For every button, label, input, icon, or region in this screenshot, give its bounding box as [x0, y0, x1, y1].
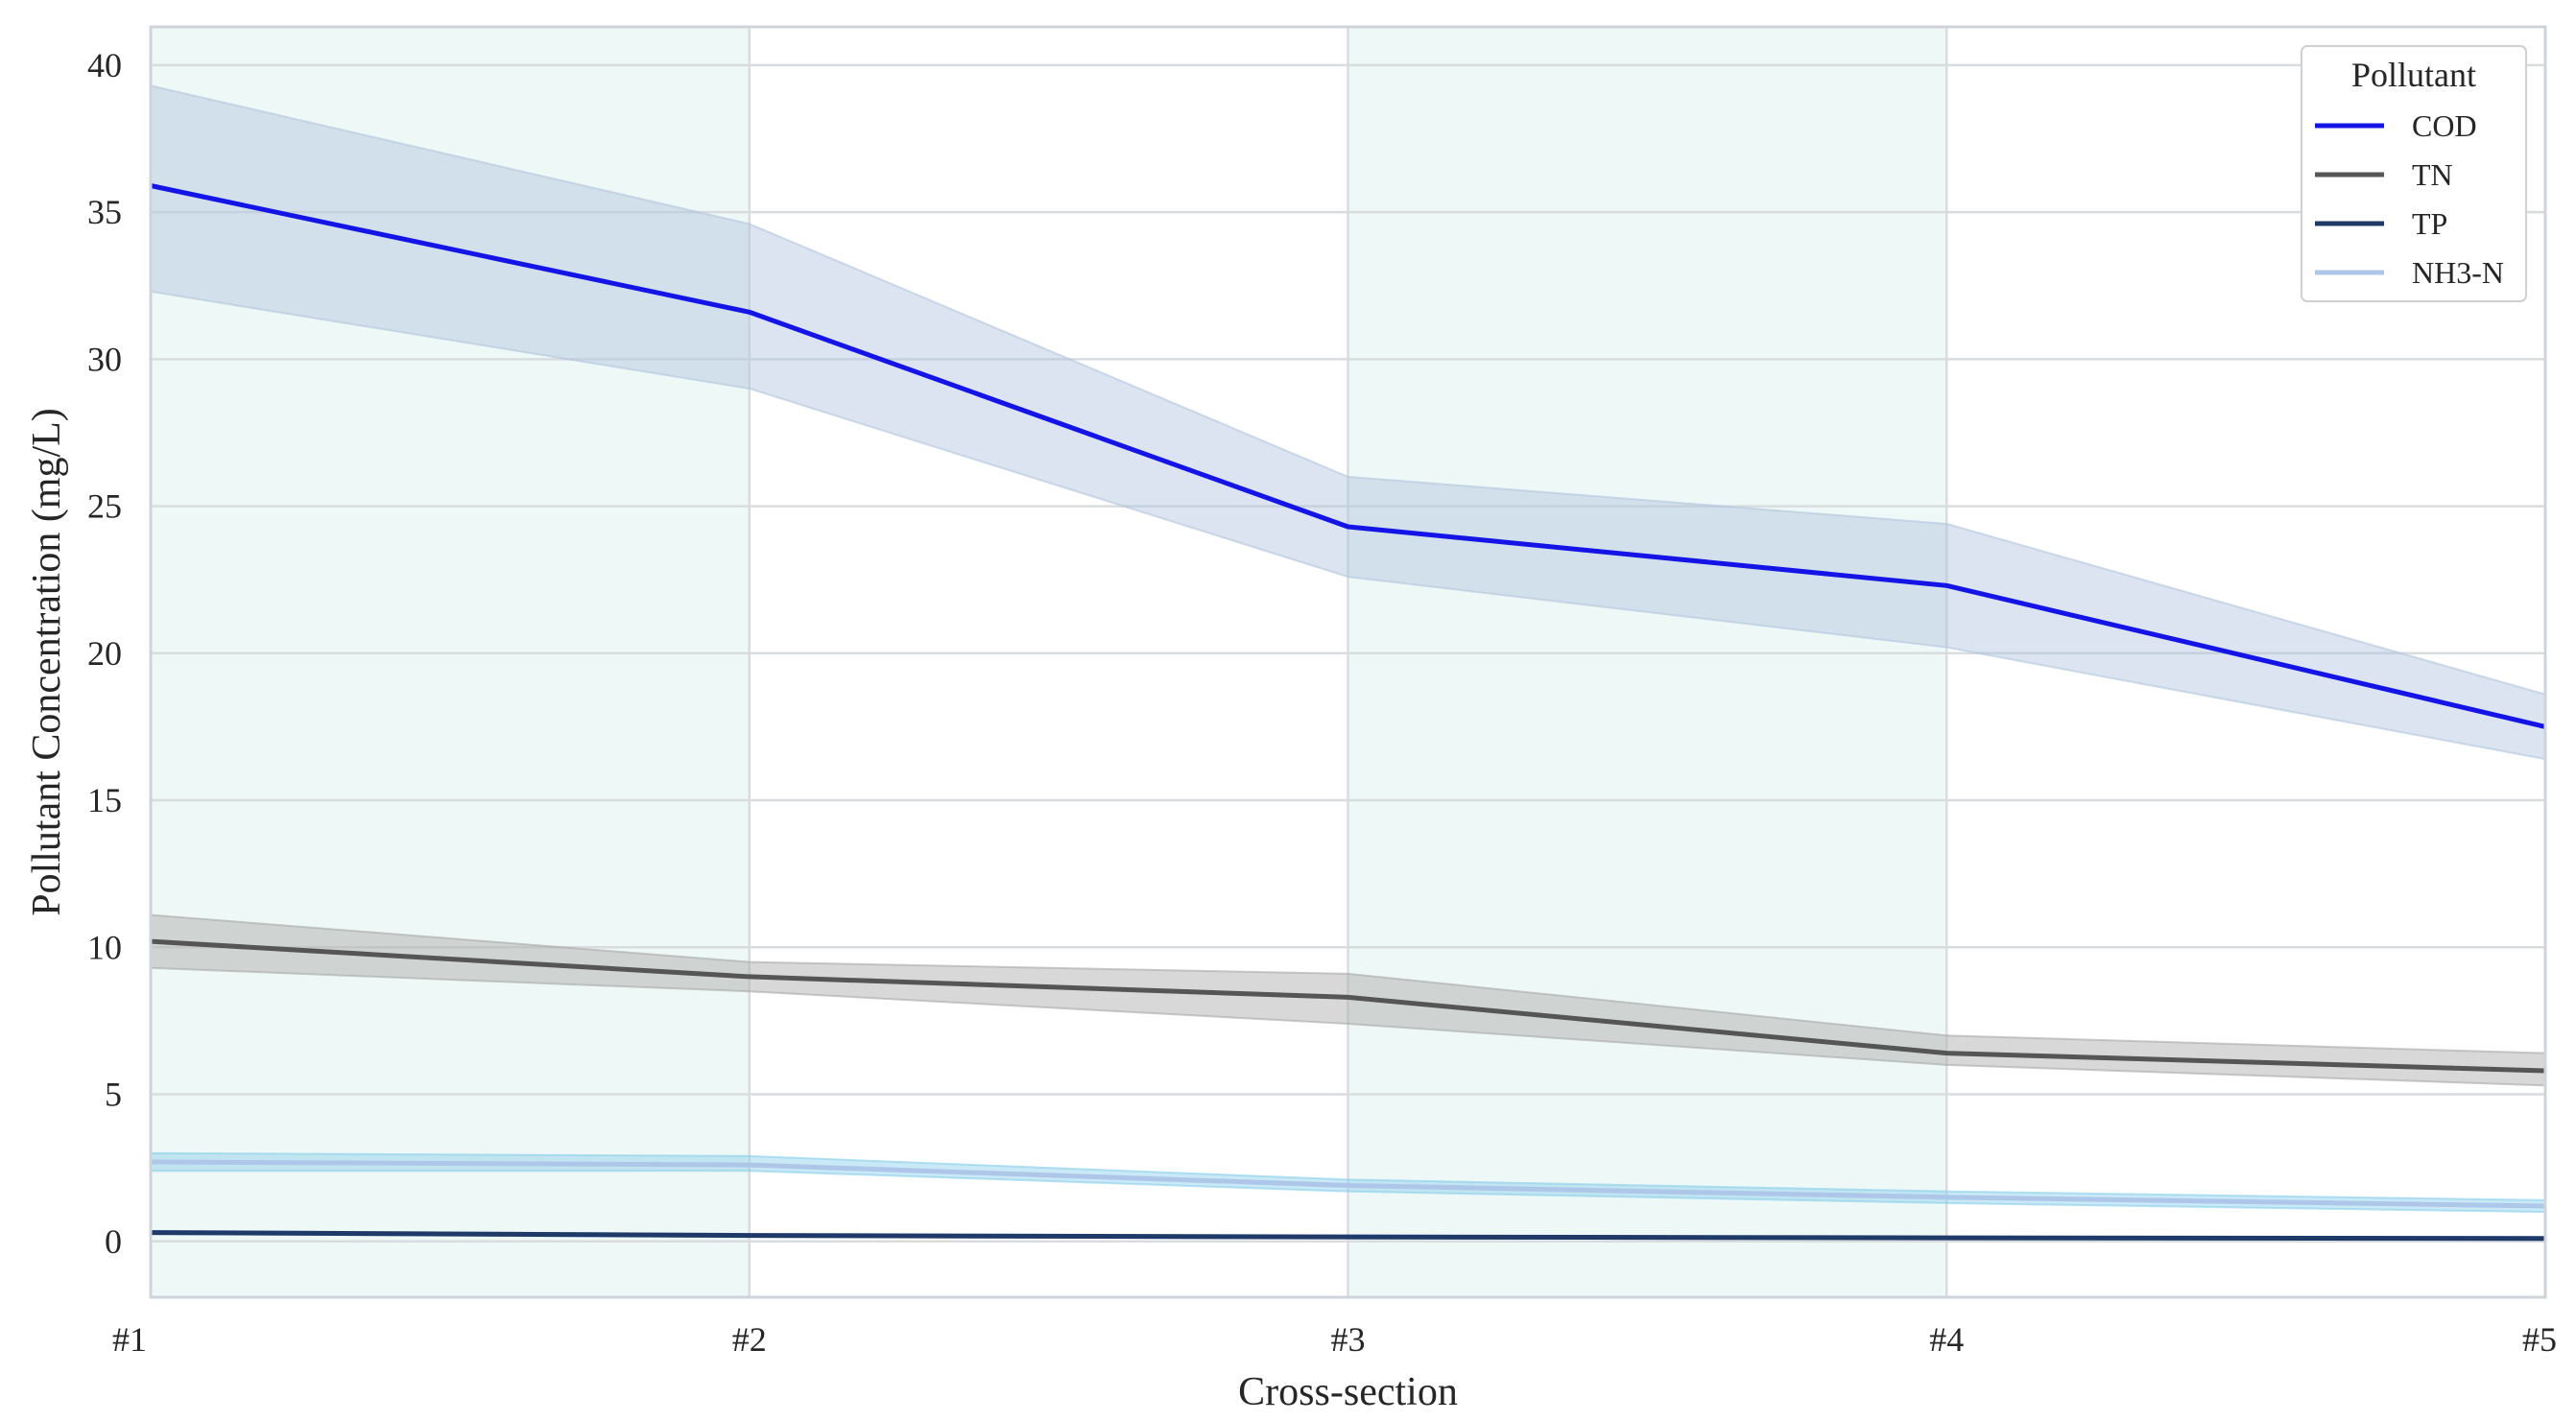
y-tick-label: 15 [87, 781, 122, 819]
legend-label-tp: TP [2412, 206, 2447, 241]
legend: Pollutant COD TN TP NH3-N [2301, 45, 2527, 302]
legend-items: COD TN TP NH3-N [2315, 108, 2504, 290]
legend-label-nh3-n: NH3-N [2412, 255, 2504, 290]
y-tick-label: 20 [87, 634, 122, 673]
series-lines [150, 183, 2546, 1242]
y-axis-ticks: 0 5 10 15 20 25 30 35 40 [87, 46, 122, 1261]
legend-label-cod: COD [2412, 108, 2477, 143]
legend-title: Pollutant [2351, 56, 2476, 94]
y-tick-label: 10 [87, 928, 122, 966]
x-tick-label: #2 [732, 1320, 767, 1359]
shaded-band-2 [1348, 27, 1947, 1297]
x-tick-label: #4 [1929, 1320, 1964, 1359]
line-nh3-n [150, 1159, 2546, 1209]
line-tp [150, 1230, 2546, 1242]
x-tick-label: #1 [112, 1320, 147, 1359]
y-tick-label: 30 [87, 340, 122, 378]
shaded-bands [151, 27, 1947, 1297]
legend-label-tn: TN [2412, 157, 2453, 192]
plot-frame [149, 25, 2547, 1299]
y-tick-label: 25 [87, 487, 122, 526]
x-tick-label: #5 [2522, 1320, 2557, 1359]
x-tick-label: #3 [1331, 1320, 1366, 1359]
shaded-band-1 [151, 27, 750, 1297]
y-tick-label: 35 [87, 193, 122, 231]
x-axis-ticks: #1 #2 #3 #4 #5 [112, 1320, 2557, 1359]
y-tick-label: 40 [87, 46, 122, 84]
x-axis-title: Cross-section [1238, 1370, 1458, 1414]
line-cod [150, 183, 2546, 729]
y-tick-label: 5 [105, 1076, 122, 1114]
line-tn [150, 938, 2546, 1074]
legend-box [2301, 45, 2527, 302]
y-tick-label: 0 [105, 1222, 122, 1261]
y-axis-title: Pollutant Concentration (mg/L) [25, 408, 69, 916]
